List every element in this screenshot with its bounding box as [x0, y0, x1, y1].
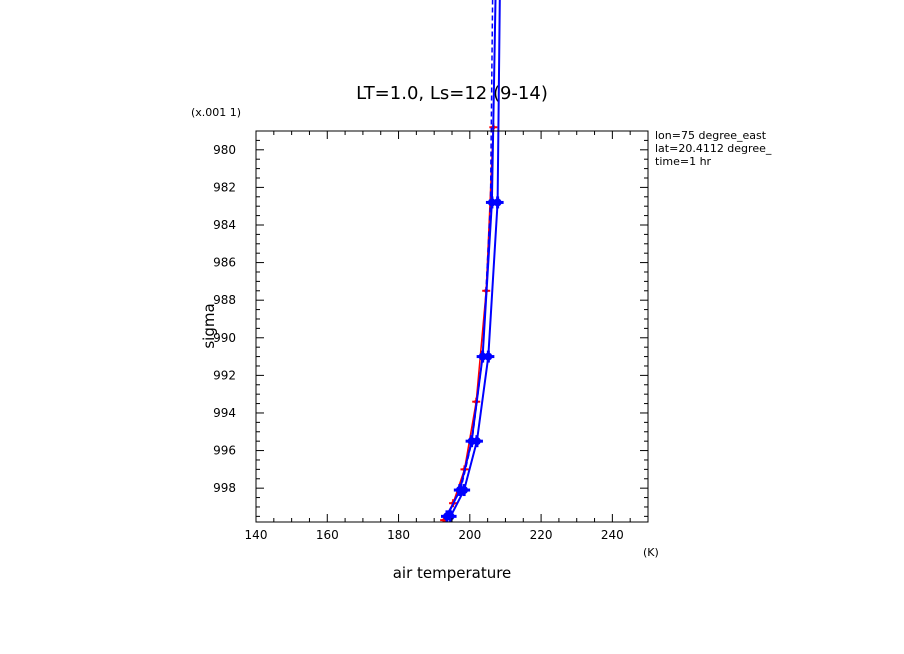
- x-tick-label: 180: [387, 528, 410, 542]
- y-tick-label: 990: [213, 331, 236, 345]
- marker-dot: [446, 512, 455, 521]
- series-line-4: [444, 0, 494, 519]
- y-tick-label: 988: [213, 293, 236, 307]
- info-time: time=1 hr: [655, 155, 712, 168]
- y-tick-label: 980: [213, 143, 236, 157]
- marker-dot: [460, 486, 469, 495]
- x-tick-label: 140: [245, 528, 268, 542]
- y-tick-label: 982: [213, 180, 236, 194]
- y-ticks: 980 982 984 986 988 990 992 994 996 998: [213, 130, 648, 517]
- info-lon: lon=75 degree_east: [655, 129, 767, 142]
- y-unit-label: (x.001 1): [191, 106, 241, 119]
- series-line-1: [443, 127, 495, 521]
- x-tick-label: 200: [458, 528, 481, 542]
- plot-frame: [255, 130, 649, 523]
- series-3-point-4: [482, 350, 495, 363]
- y-tick-label: 996: [213, 444, 236, 458]
- series-3-point-5: [491, 196, 504, 209]
- series-line-3: [449, 0, 501, 517]
- marker-dot: [484, 352, 493, 361]
- y-tick-label: 998: [213, 481, 236, 495]
- y-tick-label: 992: [213, 368, 236, 382]
- x-axis-title: air temperature: [393, 564, 512, 582]
- series-layer: [440, 0, 504, 522]
- x-tick-label: 220: [530, 528, 553, 542]
- x-tick-label: 160: [316, 528, 339, 542]
- x-unit-label: (K): [643, 546, 659, 559]
- chart-title: LT=1.0, Ls=12 (9-14): [356, 83, 548, 104]
- info-lat: lat=20.4112 degree_: [655, 142, 772, 155]
- x-ticks: 140 160 180 200 220 240: [245, 131, 649, 542]
- y-tick-label: 986: [213, 256, 236, 270]
- x-tick-label: 240: [601, 528, 624, 542]
- y-tick-label: 994: [213, 406, 236, 420]
- y-tick-label: 984: [213, 218, 236, 232]
- marker-dot: [493, 198, 502, 207]
- marker-dot: [472, 437, 481, 446]
- y-axis-title: sigma: [200, 303, 218, 348]
- series-3-point-3: [470, 435, 483, 448]
